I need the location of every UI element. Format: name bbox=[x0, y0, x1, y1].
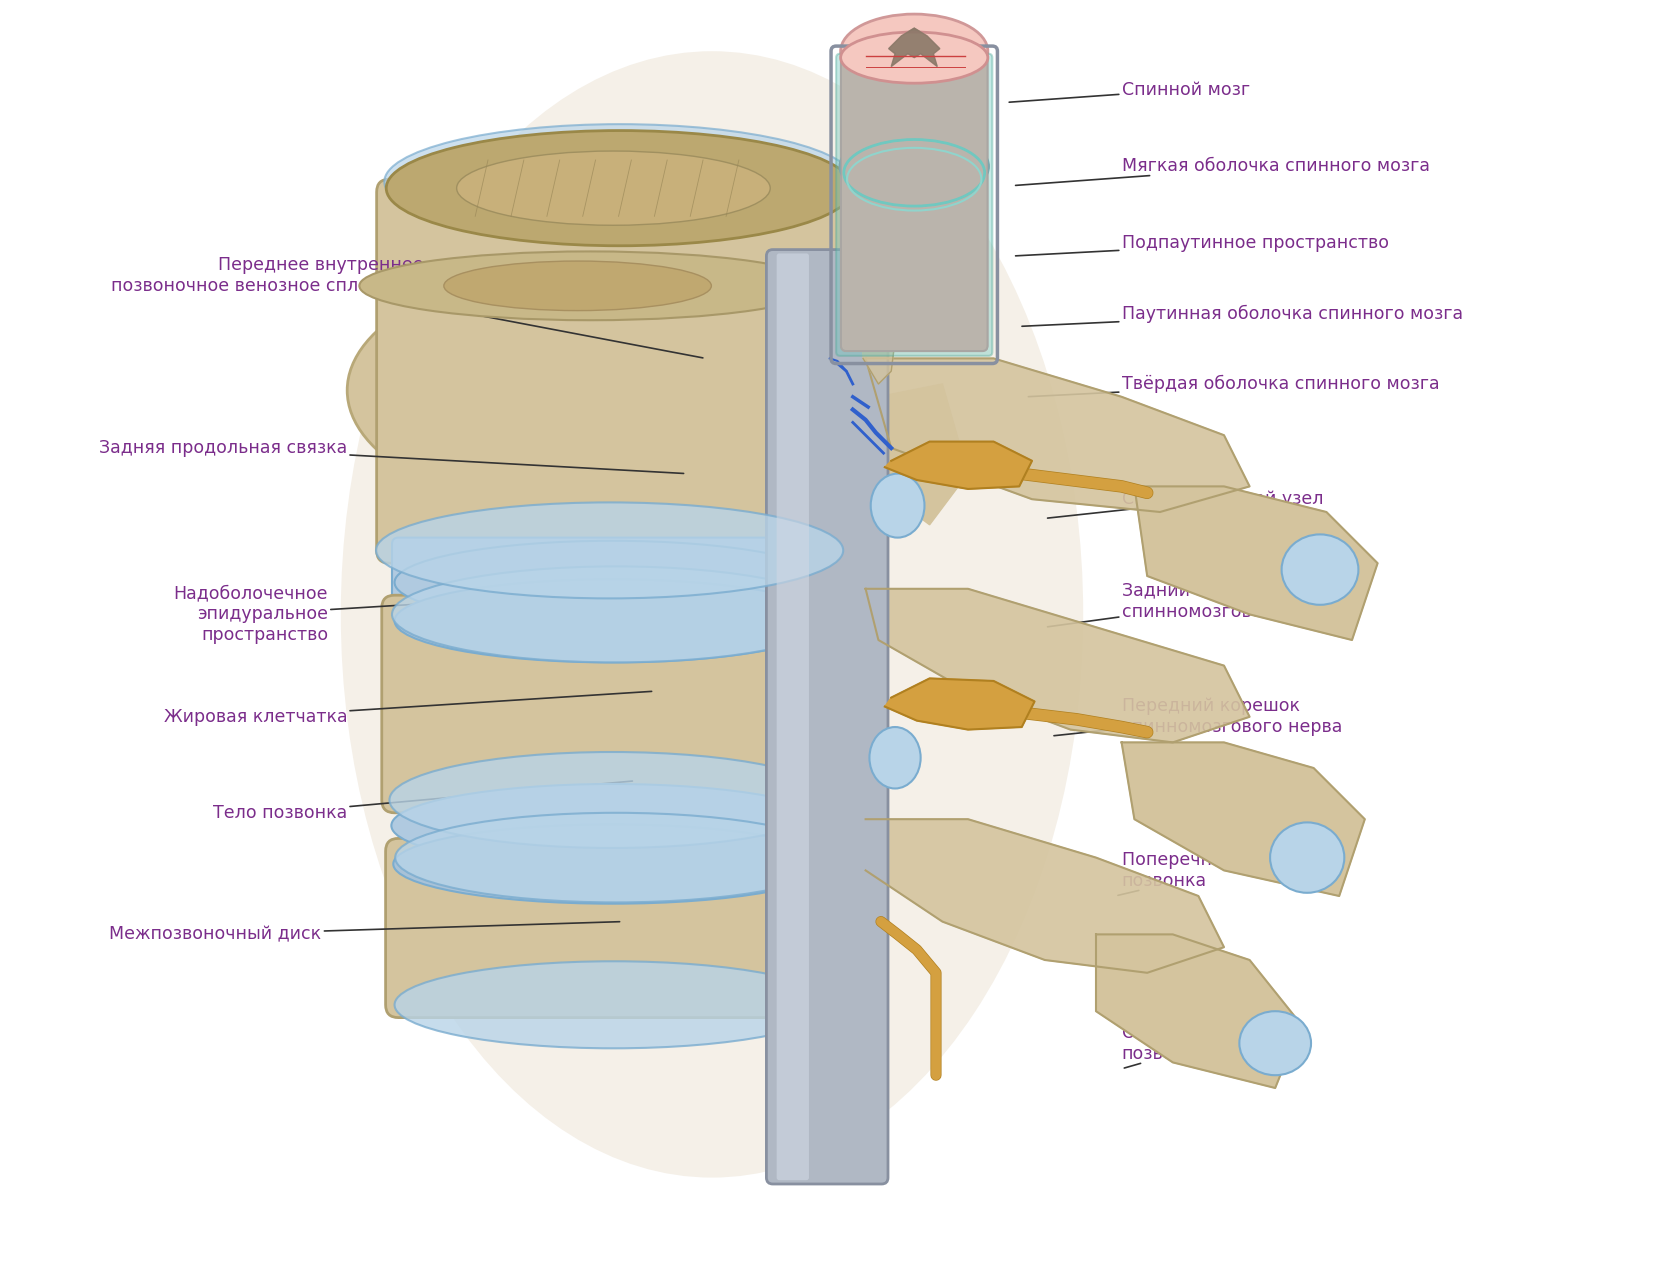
Polygon shape bbox=[1134, 486, 1378, 640]
Polygon shape bbox=[889, 28, 939, 67]
Ellipse shape bbox=[391, 783, 833, 868]
Polygon shape bbox=[858, 307, 897, 384]
Text: Задняя продольная связка: Задняя продольная связка bbox=[99, 439, 684, 474]
Ellipse shape bbox=[444, 261, 711, 311]
Polygon shape bbox=[889, 28, 939, 67]
FancyBboxPatch shape bbox=[842, 52, 988, 351]
Polygon shape bbox=[879, 384, 968, 525]
Ellipse shape bbox=[395, 579, 830, 663]
Polygon shape bbox=[865, 589, 1250, 742]
Text: Тело позвонка: Тело позвонка bbox=[213, 781, 632, 822]
Ellipse shape bbox=[457, 151, 769, 225]
Text: Задний корешок
спинномозгового нерва: Задний корешок спинномозгового нерва bbox=[1048, 582, 1342, 627]
Ellipse shape bbox=[395, 961, 832, 1048]
Text: Подпаутинное пространство: Подпаутинное пространство bbox=[1016, 234, 1389, 256]
Text: Мягкая оболочка спинного мозга: Мягкая оболочка спинного мозга bbox=[1016, 157, 1430, 186]
Ellipse shape bbox=[864, 142, 966, 191]
Ellipse shape bbox=[870, 727, 921, 788]
Ellipse shape bbox=[1282, 535, 1359, 605]
FancyBboxPatch shape bbox=[391, 538, 833, 627]
Ellipse shape bbox=[870, 474, 924, 538]
FancyBboxPatch shape bbox=[376, 179, 864, 563]
FancyBboxPatch shape bbox=[386, 838, 847, 1018]
Text: Твёрдая оболочка спинного мозга: Твёрдая оболочка спинного мозга bbox=[1028, 375, 1440, 397]
Polygon shape bbox=[1122, 742, 1364, 896]
Ellipse shape bbox=[1270, 823, 1344, 893]
Ellipse shape bbox=[840, 14, 988, 88]
Ellipse shape bbox=[395, 813, 837, 902]
Text: Межпозвоночный диск: Межпозвоночный диск bbox=[109, 922, 620, 943]
FancyBboxPatch shape bbox=[766, 250, 889, 1184]
Polygon shape bbox=[865, 358, 1250, 512]
Polygon shape bbox=[865, 819, 1225, 973]
Text: Паутинная оболочка спинного мозга: Паутинная оболочка спинного мозга bbox=[1021, 305, 1463, 326]
Polygon shape bbox=[885, 442, 1032, 489]
Ellipse shape bbox=[386, 131, 853, 246]
FancyBboxPatch shape bbox=[842, 52, 988, 351]
Text: Передний корешок
спинномозгового нерва: Передний корешок спинномозгового нерва bbox=[1053, 698, 1342, 736]
Ellipse shape bbox=[391, 566, 840, 663]
Ellipse shape bbox=[348, 266, 833, 515]
FancyBboxPatch shape bbox=[381, 595, 848, 813]
Ellipse shape bbox=[385, 124, 855, 239]
FancyBboxPatch shape bbox=[776, 253, 810, 1180]
Ellipse shape bbox=[360, 251, 822, 320]
Ellipse shape bbox=[341, 51, 1084, 1178]
Polygon shape bbox=[885, 678, 1035, 730]
FancyBboxPatch shape bbox=[837, 54, 993, 356]
Ellipse shape bbox=[855, 138, 973, 195]
Ellipse shape bbox=[840, 129, 988, 204]
Ellipse shape bbox=[395, 540, 830, 625]
Ellipse shape bbox=[393, 824, 832, 904]
Ellipse shape bbox=[1240, 1011, 1310, 1075]
Polygon shape bbox=[1095, 934, 1300, 1088]
Ellipse shape bbox=[845, 133, 983, 200]
Text: Спинной мозг: Спинной мозг bbox=[1010, 81, 1250, 102]
Text: Спинномозговой узел: Спинномозговой узел bbox=[1048, 490, 1324, 518]
FancyBboxPatch shape bbox=[842, 52, 988, 351]
Text: Жировая клетчатка: Жировая клетчатка bbox=[163, 691, 652, 726]
Ellipse shape bbox=[840, 32, 988, 83]
Text: Надоболочечное
эпидуральное
пространство: Надоболочечное эпидуральное пространство bbox=[173, 585, 664, 644]
Ellipse shape bbox=[390, 753, 835, 849]
Text: Остистый отросток
позвонка: Остистый отросток позвонка bbox=[1122, 1024, 1300, 1068]
Ellipse shape bbox=[376, 503, 843, 599]
Text: Поперечный отросток
позвонка: Поперечный отросток позвонка bbox=[1117, 851, 1326, 896]
Text: Переднее внутреннее
позвоночное венозное сплетение: Переднее внутреннее позвоночное венозное… bbox=[111, 256, 702, 358]
